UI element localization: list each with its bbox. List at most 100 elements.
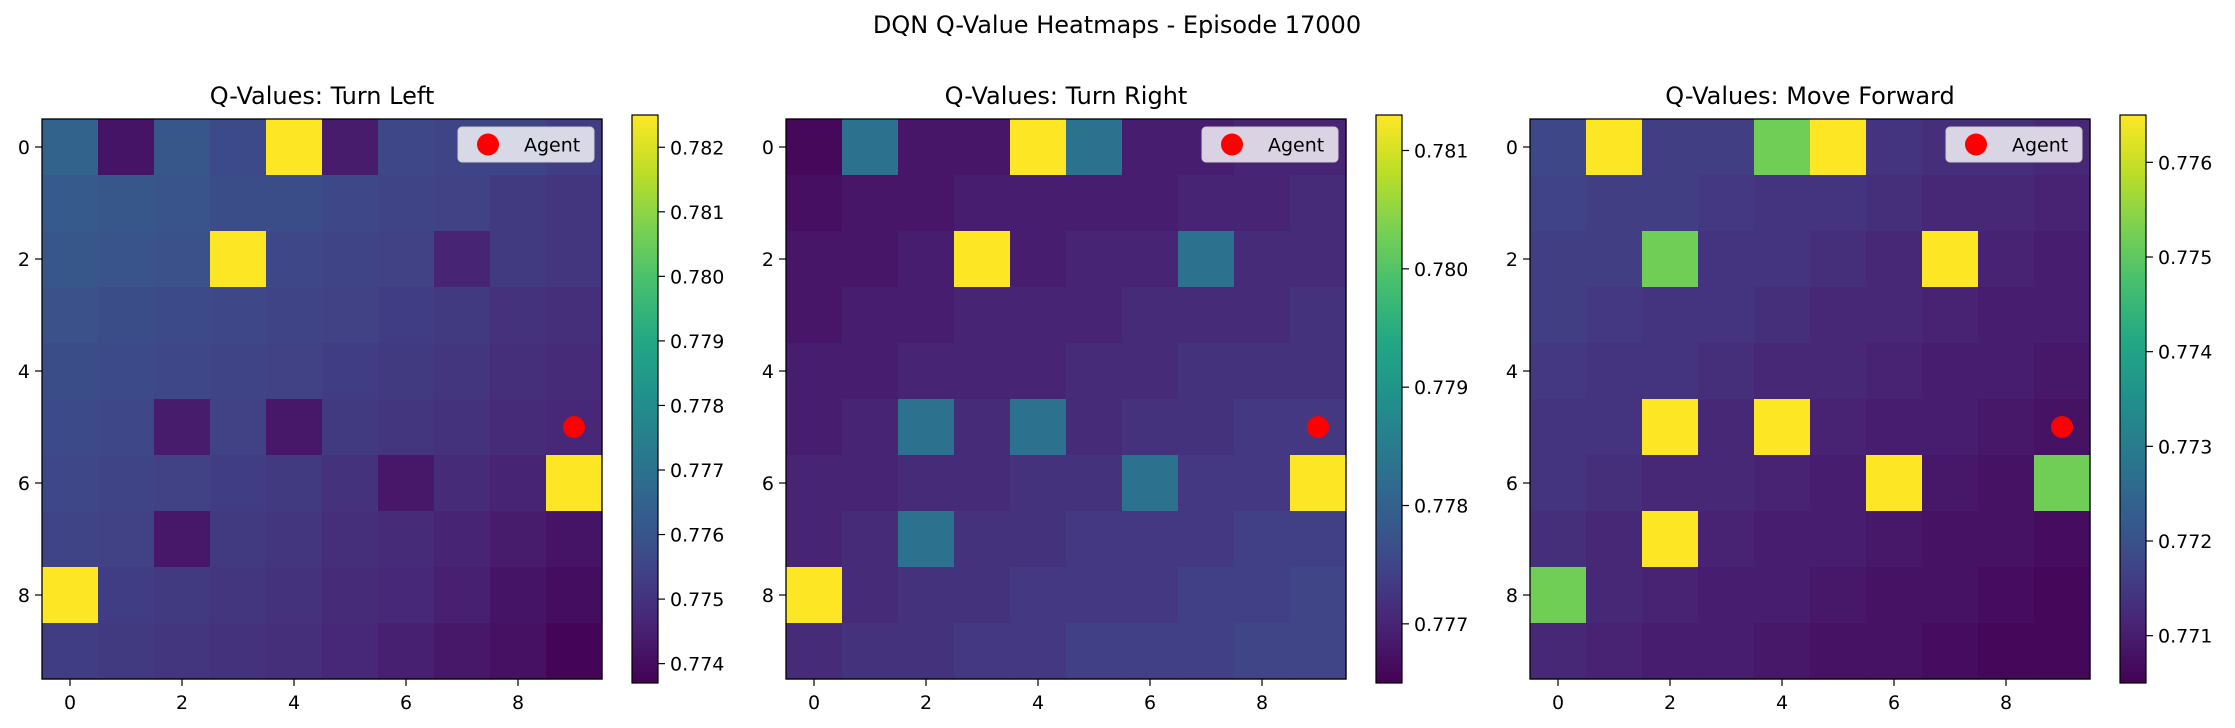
heatmap-cell-r6-c0 bbox=[42, 455, 99, 512]
heatmap-cell-r0-c4 bbox=[266, 119, 323, 176]
heatmap-cell-r1-c5 bbox=[1066, 175, 1123, 232]
heatmap-cell-r0-c5 bbox=[1066, 119, 1123, 176]
heatmap-cell-r3-c5 bbox=[1810, 287, 1867, 344]
x-tick-label: 8 bbox=[1256, 692, 1268, 714]
x-tick-label: 8 bbox=[512, 692, 524, 714]
heatmap-cell-r8-c8 bbox=[490, 567, 547, 624]
heatmap-cell-r5-c4 bbox=[266, 399, 323, 456]
heatmap-cell-r1-c1 bbox=[842, 175, 899, 232]
heatmap-cell-r2-c3 bbox=[210, 231, 267, 288]
y-tick-label: 8 bbox=[18, 585, 30, 607]
heatmap-cell-r5-c7 bbox=[1922, 399, 1979, 456]
colorbar bbox=[1375, 114, 1403, 684]
heatmap-cell-r4-c4 bbox=[1754, 343, 1811, 400]
heatmap-cell-r4-c2 bbox=[1642, 343, 1699, 400]
heatmap-cell-r3-c7 bbox=[1178, 287, 1235, 344]
heatmap-cell-r4-c0 bbox=[786, 343, 843, 400]
x-tick-label: 2 bbox=[920, 692, 932, 714]
heatmap-cell-r3-c1 bbox=[98, 287, 155, 344]
heatmap-cell-r4-c5 bbox=[1810, 343, 1867, 400]
heatmap-cell-r7-c0 bbox=[1530, 511, 1587, 568]
heatmap-cell-r4-c9 bbox=[546, 343, 603, 400]
heatmap-cell-r4-c1 bbox=[98, 343, 155, 400]
heatmap-cell-r7-c1 bbox=[98, 511, 155, 568]
heatmap-cell-r9-c7 bbox=[434, 623, 491, 680]
heatmap-cell-r8-c5 bbox=[1810, 567, 1867, 624]
heatmap-cell-r8-c0 bbox=[42, 567, 99, 624]
heatmap-cell-r3-c4 bbox=[266, 287, 323, 344]
heatmap-cell-r8-c4 bbox=[1010, 567, 1067, 624]
heatmap-cell-r2-c1 bbox=[98, 231, 155, 288]
heatmap-cell-r6-c1 bbox=[1586, 455, 1643, 512]
heatmap-cell-r6-c5 bbox=[322, 455, 379, 512]
heatmap-cell-r1-c2 bbox=[1642, 175, 1699, 232]
heatmap-cell-r8-c3 bbox=[954, 567, 1011, 624]
heatmap-cell-r7-c7 bbox=[434, 511, 491, 568]
y-tick-label: 0 bbox=[1506, 137, 1518, 159]
heatmap-cell-r5-c1 bbox=[842, 399, 899, 456]
heatmap-cell-r0-c3 bbox=[210, 119, 267, 176]
heatmap-cell-r4-c0 bbox=[1530, 343, 1587, 400]
colorbar-tick-label: 0.779 bbox=[1414, 377, 1468, 399]
heatmap-cell-r3-c2 bbox=[1642, 287, 1699, 344]
heatmap-cell-r0-c4 bbox=[1010, 119, 1067, 176]
heatmap-cell-r0-c2 bbox=[154, 119, 211, 176]
heatmap-cell-r3-c1 bbox=[1586, 287, 1643, 344]
x-tick-label: 4 bbox=[1776, 692, 1788, 714]
heatmap-cell-r4-c8 bbox=[1978, 343, 2035, 400]
heatmap-cell-r6-c3 bbox=[954, 455, 1011, 512]
heatmap-cell-r4-c6 bbox=[1866, 343, 1923, 400]
heatmap-cell-r7-c9 bbox=[546, 511, 603, 568]
heatmap-cell-r3-c6 bbox=[378, 287, 435, 344]
heatmap-cell-r4-c4 bbox=[1010, 343, 1067, 400]
panel-title: Q-Values: Turn Left bbox=[210, 82, 435, 110]
heatmap-cell-r1-c0 bbox=[42, 175, 99, 232]
heatmap-cell-r9-c1 bbox=[98, 623, 155, 680]
heatmap-cell-r9-c9 bbox=[1290, 623, 1347, 680]
x-tick-label: 6 bbox=[1888, 692, 1900, 714]
heatmap-cell-r8-c5 bbox=[1066, 567, 1123, 624]
heatmap-cell-r8-c6 bbox=[1866, 567, 1923, 624]
heatmap-cell-r6-c0 bbox=[1530, 455, 1587, 512]
agent-marker bbox=[1307, 416, 1329, 438]
heatmap-cell-r6-c8 bbox=[490, 455, 547, 512]
legend-marker bbox=[1221, 133, 1243, 156]
heatmap-cell-r2-c5 bbox=[1066, 231, 1123, 288]
heatmap-cell-r6-c3 bbox=[210, 455, 267, 512]
colorbar bbox=[631, 114, 659, 684]
heatmap-cell-r4-c2 bbox=[154, 343, 211, 400]
heatmap-cell-r9-c7 bbox=[1178, 623, 1235, 680]
heatmap-cell-r3-c9 bbox=[546, 287, 603, 344]
heatmap-cell-r2-c8 bbox=[1978, 231, 2035, 288]
axes-frame bbox=[785, 118, 1347, 680]
heatmap-cell-r1-c4 bbox=[266, 175, 323, 232]
heatmap-cell-r0-c0 bbox=[1530, 119, 1587, 176]
y-tick-label: 2 bbox=[762, 249, 774, 271]
heatmap-cell-r0-c1 bbox=[98, 119, 155, 176]
heatmap-cell-r5-c5 bbox=[322, 399, 379, 456]
heatmap-cell-r8-c5 bbox=[322, 567, 379, 624]
heatmap-cell-r1-c6 bbox=[378, 175, 435, 232]
heatmap-cell-r3-c7 bbox=[434, 287, 491, 344]
heatmap-cell-r6-c9 bbox=[2034, 455, 2091, 512]
colorbar-tick-label: 0.778 bbox=[670, 395, 724, 417]
colorbar-tick-label: 0.778 bbox=[1414, 496, 1468, 518]
heatmap-cell-r5-c8 bbox=[1978, 399, 2035, 456]
heatmap-cell-r1-c1 bbox=[98, 175, 155, 232]
colorbar-tick-label: 0.773 bbox=[2158, 436, 2212, 458]
heatmap-cell-r5-c5 bbox=[1810, 399, 1867, 456]
y-tick-label: 2 bbox=[1506, 249, 1518, 271]
heatmap-cell-r3-c0 bbox=[786, 287, 843, 344]
heatmap-cell-r4-c3 bbox=[1698, 343, 1755, 400]
heatmap-cell-r5-c8 bbox=[1234, 399, 1291, 456]
heatmap-cell-r9-c2 bbox=[154, 623, 211, 680]
heatmap-cell-r9-c3 bbox=[954, 623, 1011, 680]
legend-label: Agent bbox=[524, 135, 580, 157]
heatmap-cell-r0-c6 bbox=[378, 119, 435, 176]
x-tick-label: 4 bbox=[288, 692, 300, 714]
heatmap-cell-r0-c1 bbox=[1586, 119, 1643, 176]
legend-marker bbox=[477, 133, 499, 156]
heatmap-cell-r3-c9 bbox=[2034, 287, 2091, 344]
heatmap-cell-r9-c2 bbox=[898, 623, 955, 680]
